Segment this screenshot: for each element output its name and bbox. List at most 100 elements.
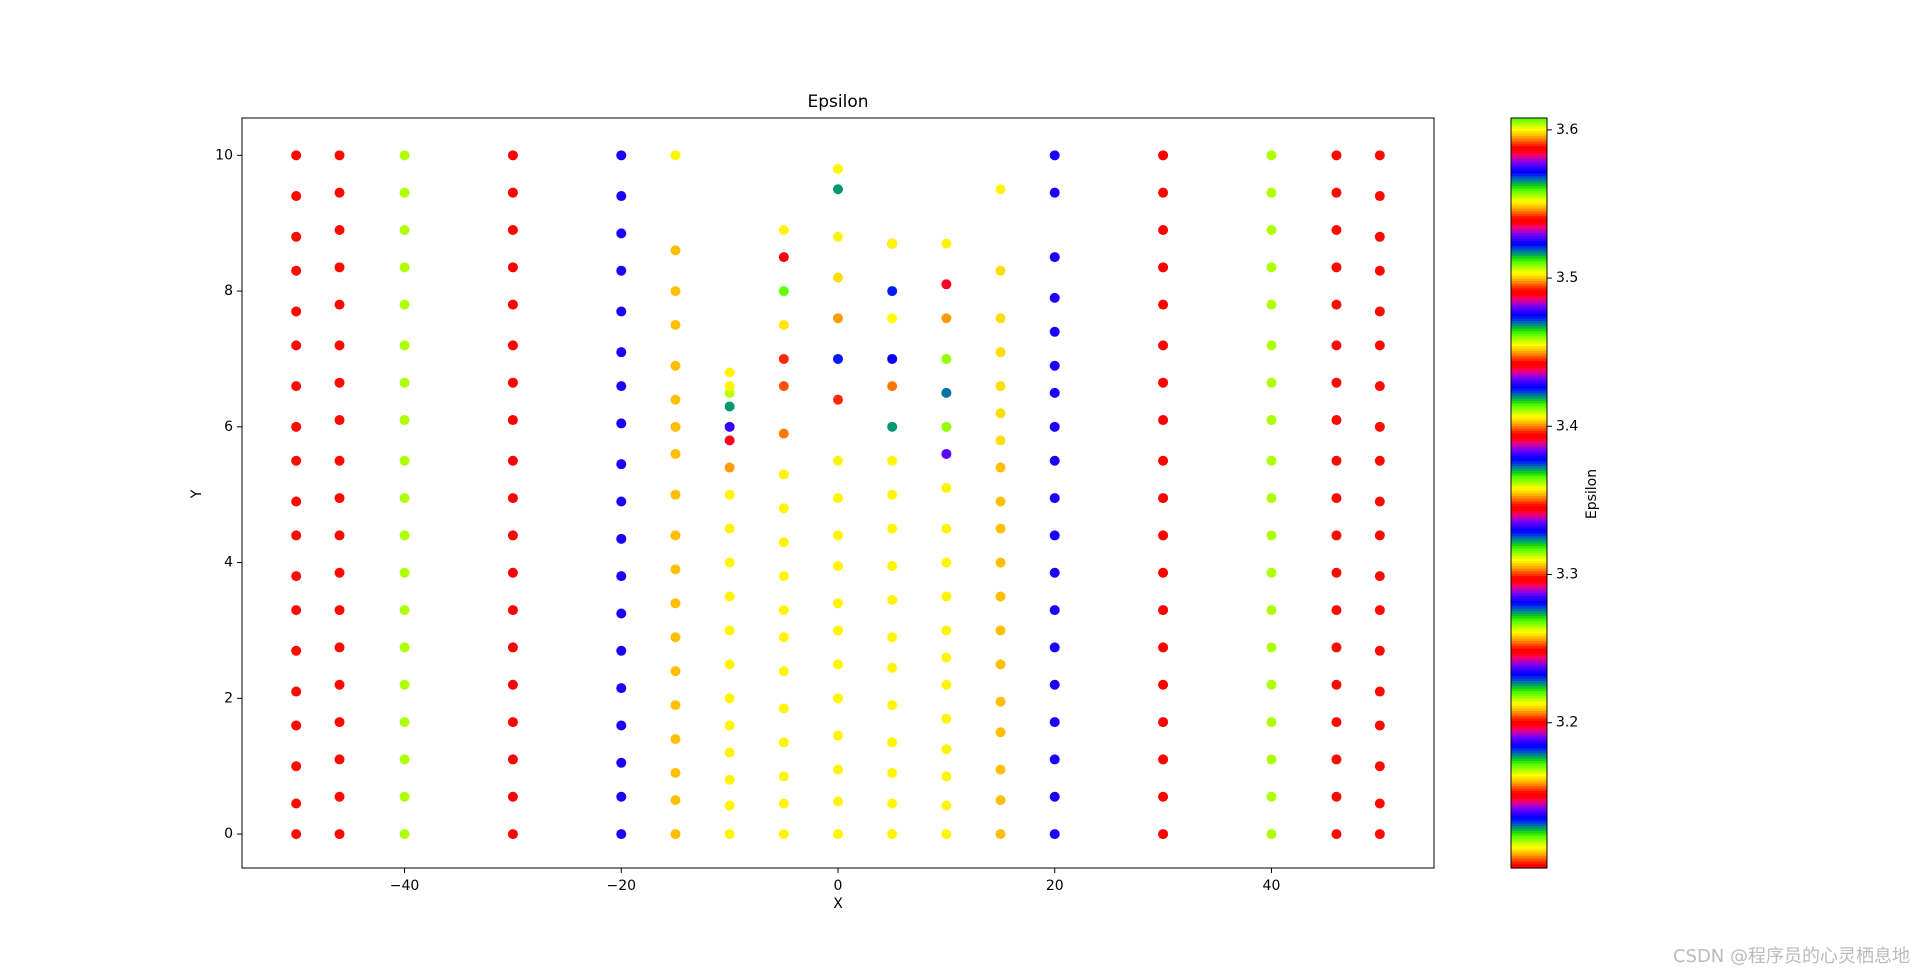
colorbar-segment xyxy=(1511,208,1547,212)
colorbar-label: Epsilon xyxy=(1584,469,1600,519)
colorbar-segment xyxy=(1511,470,1547,474)
colorbar-segment xyxy=(1511,138,1547,142)
scatter-point xyxy=(1374,496,1385,507)
scatter-point xyxy=(1158,754,1169,765)
colorbar-segment xyxy=(1511,255,1547,259)
colorbar-segment xyxy=(1511,473,1547,477)
scatter-point xyxy=(778,503,789,514)
scatter-point xyxy=(507,530,518,541)
scatter-point xyxy=(833,693,843,704)
colorbar-segment xyxy=(1511,538,1547,542)
scatter-point xyxy=(1374,571,1385,582)
colorbar-segment xyxy=(1511,843,1547,847)
scatter-point xyxy=(616,571,627,582)
colorbar-segment xyxy=(1511,170,1547,174)
colorbar-segment xyxy=(1511,770,1547,774)
scatter-point xyxy=(399,187,410,198)
colorbar-segment xyxy=(1511,835,1547,839)
scatter-point xyxy=(670,795,681,806)
colorbar-segment xyxy=(1511,800,1547,804)
scatter-point xyxy=(507,377,518,388)
scatter-point xyxy=(995,557,1006,568)
scatter-point xyxy=(724,800,735,811)
scatter-point xyxy=(1374,761,1385,772)
scatter-point xyxy=(1158,493,1169,504)
scatter-point xyxy=(941,652,952,663)
colorbar-segment xyxy=(1511,183,1547,187)
colorbar-segment xyxy=(1511,383,1547,387)
chart-title: Epsilon xyxy=(807,92,868,112)
colorbar-segment xyxy=(1511,233,1547,237)
scatter-point xyxy=(1049,292,1060,303)
scatter-point xyxy=(1331,829,1342,840)
colorbar-segment xyxy=(1511,350,1547,354)
scatter-point xyxy=(507,224,518,235)
colorbar-segment xyxy=(1511,318,1547,322)
scatter-point xyxy=(507,754,518,765)
colorbar-segment xyxy=(1511,408,1547,412)
colorbar-segment xyxy=(1511,808,1547,812)
colorbar-segment xyxy=(1511,185,1547,189)
scatter-point xyxy=(833,659,843,670)
scatter-point xyxy=(507,340,518,351)
scatter-point xyxy=(887,594,898,605)
scatter-point xyxy=(887,700,898,711)
scatter-point xyxy=(334,187,345,198)
scatter-point xyxy=(399,754,410,765)
scatter-point xyxy=(995,523,1006,534)
colorbar-segment xyxy=(1511,265,1547,269)
scatter-point xyxy=(724,462,735,473)
scatter-point xyxy=(670,245,681,256)
scatter-point xyxy=(1374,191,1385,202)
colorbar-segment xyxy=(1511,288,1547,292)
scatter-point xyxy=(1266,642,1277,653)
scatter-point xyxy=(334,455,345,466)
scatter-point xyxy=(724,774,735,785)
colorbar-segment xyxy=(1511,578,1547,582)
scatter-point xyxy=(399,455,410,466)
scatter-point xyxy=(833,493,843,504)
scatter-point xyxy=(1266,530,1277,541)
colorbar-segment xyxy=(1511,765,1547,769)
colorbar-segment xyxy=(1511,633,1547,637)
colorbar-segment xyxy=(1511,720,1547,724)
colorbar-segment xyxy=(1511,615,1547,619)
scatter-point xyxy=(833,313,843,324)
colorbar-segment xyxy=(1511,313,1547,317)
scatter-point xyxy=(334,717,345,728)
scatter-point xyxy=(291,231,302,242)
colorbar-segment xyxy=(1511,220,1547,224)
colorbar-segment xyxy=(1511,345,1547,349)
colorbar-tick-label: 3.4 xyxy=(1556,418,1578,434)
scatter-point xyxy=(291,645,302,656)
colorbar-segment xyxy=(1511,140,1547,144)
scatter-point xyxy=(1331,187,1342,198)
scatter-point xyxy=(670,394,681,405)
colorbar-segment xyxy=(1511,230,1547,234)
colorbar-segment xyxy=(1511,328,1547,332)
colorbar-segment xyxy=(1511,505,1547,509)
colorbar-segment xyxy=(1511,270,1547,274)
colorbar-segment xyxy=(1511,210,1547,214)
colorbar-segment xyxy=(1511,825,1547,829)
scatter-point xyxy=(1331,605,1342,616)
colorbar-segment xyxy=(1511,465,1547,469)
colorbar-segment xyxy=(1511,795,1547,799)
scatter-point xyxy=(778,537,789,548)
scatter-point xyxy=(291,340,302,351)
colorbar-segment xyxy=(1511,775,1547,779)
scatter-point xyxy=(1266,415,1277,426)
colorbar-segment xyxy=(1511,668,1547,672)
scatter-point xyxy=(1331,377,1342,388)
scatter-point xyxy=(833,730,843,741)
colorbar-segment xyxy=(1511,388,1547,392)
colorbar-segment xyxy=(1511,468,1547,472)
scatter-point xyxy=(724,829,735,840)
colorbar-segment xyxy=(1511,440,1547,444)
colorbar-segment xyxy=(1511,378,1547,382)
colorbar-segment xyxy=(1511,830,1547,834)
scatter-point xyxy=(1331,262,1342,273)
scatter-point xyxy=(616,608,627,619)
scatter-point xyxy=(399,567,410,578)
